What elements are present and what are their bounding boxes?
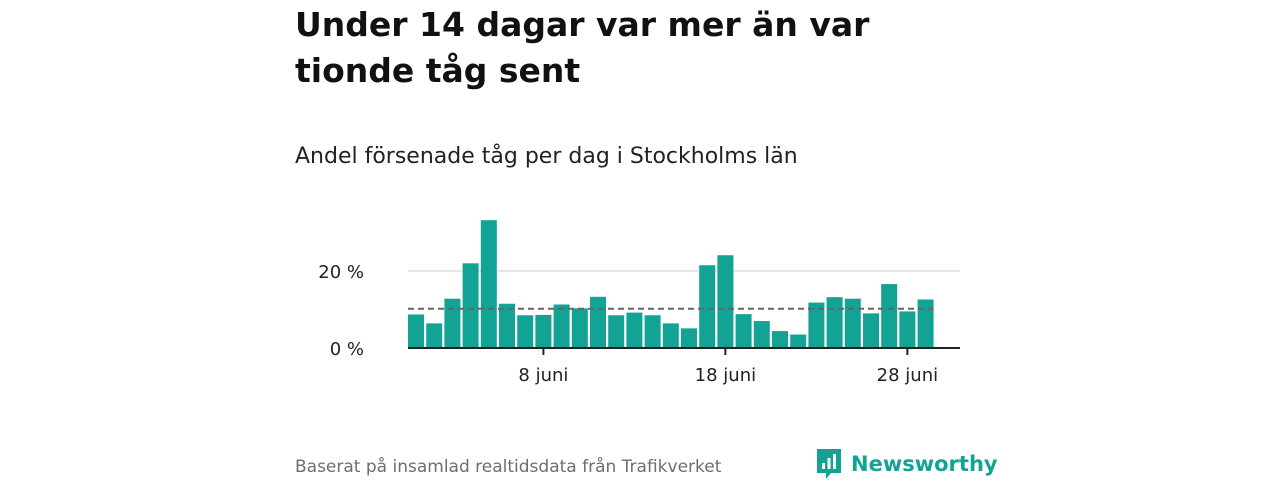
bar: [826, 297, 843, 348]
x-tick-label: 18 juni: [695, 365, 756, 386]
bar: [535, 314, 552, 348]
bar: [571, 308, 588, 348]
bar: [735, 314, 752, 348]
bar: [553, 304, 570, 348]
x-tick-label: 28 juni: [877, 365, 938, 386]
bar: [590, 296, 606, 348]
bar: [662, 323, 679, 348]
chart-card: Under 14 dagar var mer än var tionde tåg…: [295, 0, 998, 480]
bar: [717, 255, 734, 348]
bar: [499, 303, 515, 348]
bar: [626, 312, 643, 348]
y-tick-label: 0 %: [330, 339, 364, 360]
bar: [608, 315, 625, 348]
newsworthy-logo: Newsworthy: [815, 447, 998, 481]
bar: [444, 298, 461, 348]
bar: [462, 263, 479, 348]
bar: [753, 321, 770, 348]
y-tick-label: 20 %: [318, 262, 364, 283]
axis-layer: 0 % 20 % 8 juni 18 juni 28 juni: [318, 262, 960, 386]
bar: [681, 328, 697, 348]
source-note: Baserat på insamlad realtidsdata från Tr…: [295, 457, 722, 477]
bar: [772, 331, 788, 348]
bar: [408, 314, 424, 348]
bar: [844, 298, 861, 348]
chart-subtitle: Andel försenade tåg per dag i Stockholms…: [295, 144, 798, 169]
bar: [426, 323, 443, 348]
bar: [899, 311, 916, 348]
bar: [808, 302, 825, 348]
x-tick-label: 8 juni: [518, 365, 568, 386]
bar: [480, 220, 497, 348]
chart-title: Under 14 dagar var mer än var tionde tåg…: [295, 5, 870, 90]
newsworthy-logo-icon: [817, 449, 841, 479]
bar: [863, 313, 879, 348]
bar: [699, 265, 716, 348]
bar: [881, 284, 898, 348]
bar: [790, 334, 807, 348]
bar: [644, 315, 661, 348]
brand-name: Newsworthy: [851, 452, 998, 476]
bar: [517, 315, 534, 348]
bar-chart: 0 % 20 % 8 juni 18 juni 28 juni: [318, 220, 960, 386]
bars-layer: [408, 220, 934, 348]
bar: [917, 299, 934, 348]
